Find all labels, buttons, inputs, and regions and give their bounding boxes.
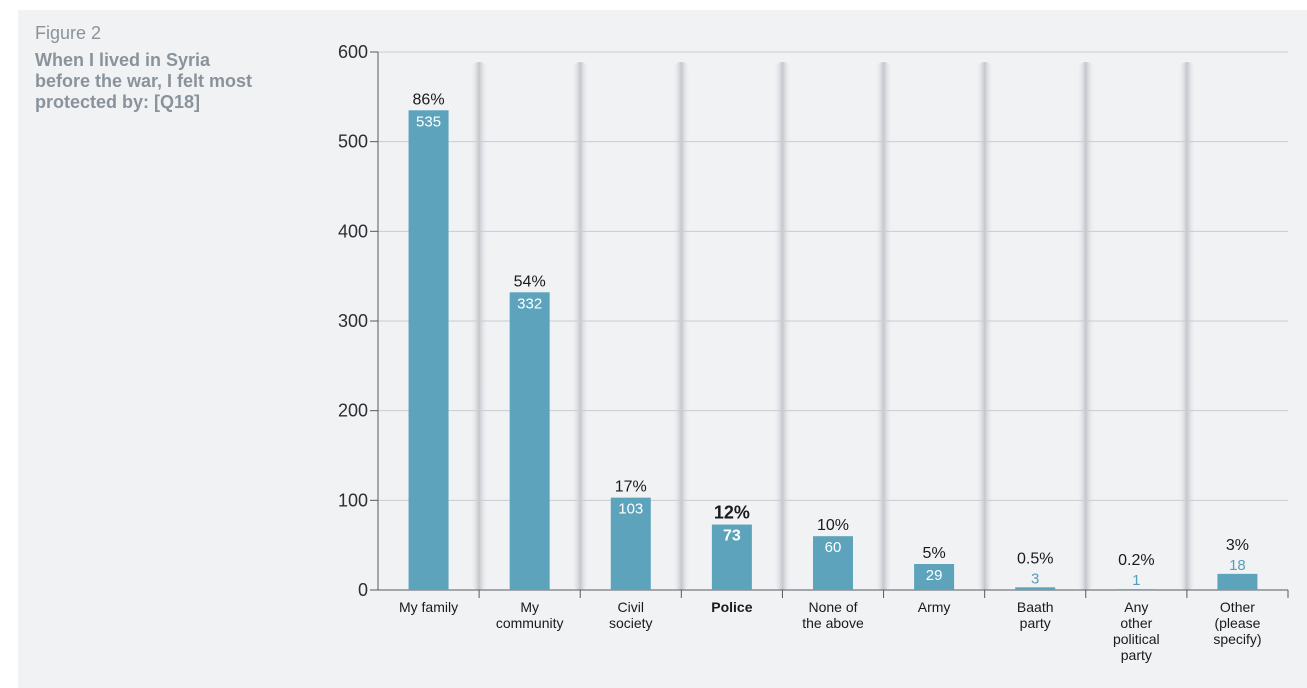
- category-label-line: My family: [399, 599, 458, 615]
- bar: [1015, 587, 1055, 590]
- category-label: None of the above: [802, 599, 864, 631]
- category-label-line: political: [1113, 631, 1160, 647]
- y-tick-label: 500: [338, 132, 368, 152]
- category-label-line: community: [496, 615, 564, 631]
- bar-value-label: 103: [618, 501, 643, 518]
- category-label-line: other: [1120, 615, 1152, 631]
- category-label-line: None of: [808, 599, 857, 615]
- category-label-line: society: [609, 615, 653, 631]
- category-label-line: Police: [711, 599, 752, 615]
- bar-percent-label: 3%: [1226, 537, 1249, 554]
- y-tick-label: 100: [338, 490, 368, 510]
- bar-value-label: 29: [926, 567, 943, 584]
- y-tick-label: 600: [338, 42, 368, 62]
- category-label: Other (please specify): [1213, 599, 1261, 647]
- bar-percent-label: 0.5%: [1017, 550, 1053, 567]
- category-label: Any other political party: [1113, 599, 1160, 663]
- category-label-line: Other: [1220, 599, 1255, 615]
- y-tick-label: 0: [358, 580, 368, 600]
- bar-value-label: 535: [416, 113, 441, 130]
- bar-value-label: 60: [825, 539, 842, 556]
- category-label: My community: [496, 599, 564, 631]
- y-tick-label: 200: [338, 401, 368, 421]
- category-label: Civil society: [609, 599, 653, 631]
- bar-value-label: 332: [517, 295, 542, 312]
- category-label-line: Baath: [1017, 599, 1054, 615]
- bar-value-label: 1: [1132, 572, 1140, 589]
- bar-percent-label: 54%: [514, 273, 546, 290]
- category-label-line: specify): [1213, 631, 1261, 647]
- bar-percent-label: 10%: [817, 517, 849, 534]
- bar-value-label: 3: [1031, 570, 1039, 587]
- bar: [1116, 589, 1156, 590]
- y-tick-label: 300: [338, 311, 368, 331]
- bar-value-label: 73: [723, 528, 741, 545]
- bar: [510, 292, 550, 590]
- bar-percent-label: 86%: [413, 91, 445, 108]
- category-label-line: party: [1121, 647, 1152, 663]
- y-tick-label: 400: [338, 221, 368, 241]
- bar: [409, 110, 449, 590]
- category-label: Police: [711, 599, 752, 615]
- category-label-line: My: [520, 599, 539, 615]
- bar-percent-label: 12%: [714, 503, 750, 523]
- category-label-line: Civil: [618, 599, 644, 615]
- bar-percent-label: 17%: [615, 479, 647, 496]
- category-label-line: Any: [1124, 599, 1148, 615]
- category-label-line: (please: [1214, 615, 1260, 631]
- category-label-line: the above: [802, 615, 864, 631]
- category-label: My family: [399, 599, 458, 615]
- category-label-line: party: [1020, 615, 1051, 631]
- bar: [1217, 574, 1257, 590]
- bar-value-label: 18: [1229, 557, 1246, 574]
- category-label-line: Army: [918, 599, 951, 615]
- category-label: Army: [918, 599, 951, 615]
- bar-percent-label: 5%: [923, 545, 946, 562]
- bar-percent-label: 0.2%: [1118, 552, 1154, 569]
- category-label: Baath party: [1017, 599, 1054, 631]
